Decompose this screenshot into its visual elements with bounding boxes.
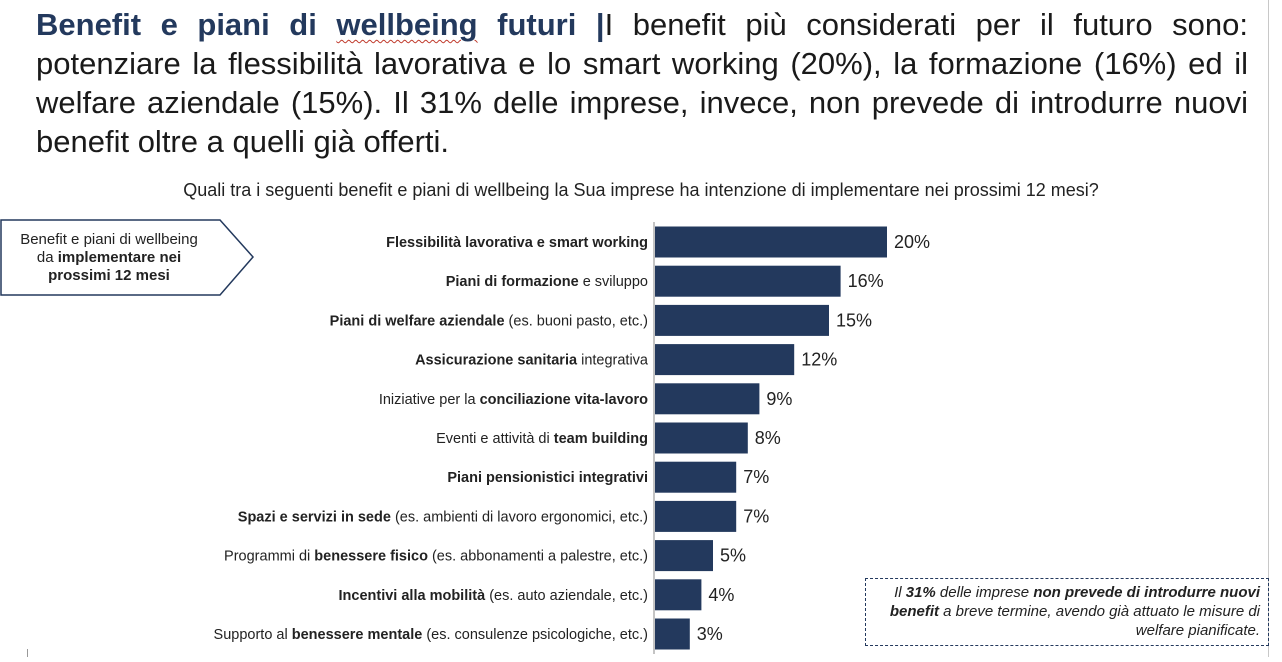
data-label-2: 15% [836, 310, 872, 330]
data-label-1: 16% [848, 271, 884, 291]
category-label-8: Programmi di benessere fisico (es. abbon… [224, 549, 648, 565]
chevron-shape [0, 219, 254, 296]
data-label-10: 3% [697, 624, 723, 644]
bar-9 [655, 579, 702, 611]
category-label-2: Piani di welfare aziendale (es. buoni pa… [330, 313, 648, 329]
category-label-0: Flessibilità lavorativa e smart working [386, 235, 648, 251]
callout-note: Il 31% delle imprese non prevede di intr… [865, 578, 1269, 646]
data-label-5: 8% [755, 428, 781, 448]
headline-separator: | [576, 7, 605, 42]
data-label-7: 7% [743, 506, 769, 526]
category-label-3: Assicurazione sanitaria integrativa [415, 353, 649, 369]
data-label-6: 7% [743, 467, 769, 487]
category-label-1: Piani di formazione e sviluppo [446, 274, 648, 290]
bar-6 [655, 461, 737, 493]
side-label-chevron: Benefit e piani di wellbeing da implemen… [0, 219, 256, 297]
category-label-7: Spazi e servizi in sede (es. ambienti di… [238, 509, 648, 525]
data-label-8: 5% [720, 546, 746, 566]
category-label-6: Piani pensionistici integrativi [447, 470, 648, 486]
slide-right-border [1268, 0, 1269, 657]
data-label-3: 12% [801, 350, 837, 370]
bar-chart: 20% Flessibilità lavorativa e smart worki… [0, 222, 1000, 657]
bar-0 [655, 226, 887, 258]
category-label-10: Supporto al benessere mentale (es. consu… [214, 627, 648, 643]
bar-2 [655, 304, 829, 336]
bar-1 [655, 265, 841, 297]
survey-question: Quali tra i seguenti benefit e piani di … [183, 180, 1099, 200]
bar-4 [655, 383, 760, 415]
data-label-0: 20% [894, 232, 930, 252]
category-label-4: Iniziative per la conciliazione vita-lav… [379, 392, 648, 408]
side-label-text: Benefit e piani di wellbeing da implemen… [20, 231, 198, 284]
category-label-9: Incentivi alla mobilità (es. auto aziend… [339, 588, 648, 604]
corner-mark [27, 649, 28, 657]
headline-body: I benefit più considerati per il futuro … [36, 7, 1248, 159]
headline-title: Benefit e piani di wellbeing futuri [36, 7, 577, 42]
bar-3 [655, 344, 795, 376]
bar-5 [655, 422, 748, 454]
bar-chart-svg: 20% Flessibilità lavorativa e smart worki… [214, 222, 930, 654]
bar-7 [655, 500, 737, 532]
data-label-4: 9% [766, 389, 792, 409]
bar-10 [655, 618, 690, 650]
headline: Benefit e piani di wellbeing futuri |I b… [36, 5, 1248, 161]
category-label-5: Eventi e attività di team building [436, 431, 648, 447]
bar-8 [655, 540, 713, 572]
headline-title-underlined: wellbeing [336, 7, 478, 42]
data-label-9: 4% [708, 585, 734, 605]
